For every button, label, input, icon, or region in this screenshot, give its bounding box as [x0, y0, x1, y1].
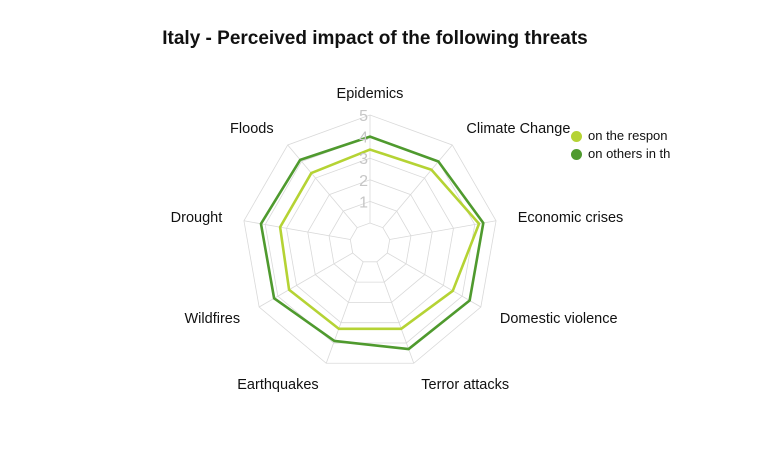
axis-label: Wildfires — [185, 311, 241, 327]
radar-grid — [243, 114, 497, 364]
legend-item: on the respon — [571, 127, 679, 145]
radar-ring — [286, 157, 454, 324]
axis-label: Earthquakes — [237, 377, 318, 393]
legend-item: on others in th — [571, 145, 679, 163]
radar-ring — [243, 114, 497, 364]
radial-tick-labels: 1 2 3 4 5 — [359, 108, 368, 211]
legend: on the respon on others in th — [571, 127, 679, 163]
radial-tick-label: 2 — [359, 173, 368, 190]
radial-tick-label: 1 — [359, 194, 368, 211]
axis-labels: Epidemics Climate Change Economic crises Do… — [171, 86, 624, 393]
radar-ring — [328, 200, 412, 283]
chart-title: Italy - Perceived impact of the followin… — [162, 28, 588, 49]
radial-tick-label: 5 — [359, 108, 368, 125]
radar-ring — [349, 222, 391, 263]
legend-swatch — [571, 130, 582, 142]
legend-label: on others in th — [588, 146, 671, 161]
legend-label: on the respon — [588, 128, 668, 143]
axis-label: Epidemics — [337, 86, 404, 102]
radial-tick-label: 4 — [359, 130, 368, 147]
radar-ring — [307, 179, 433, 303]
axis-label: Climate Change — [466, 121, 570, 137]
radial-tick-label: 3 — [359, 151, 368, 168]
radar-spoke — [387, 252, 482, 308]
series-line — [259, 135, 485, 351]
axis-label: Floods — [230, 121, 274, 137]
axis-label: Terror attacks — [421, 377, 509, 393]
radar-spoke — [287, 144, 358, 228]
axis-label: Economic crises — [518, 210, 624, 226]
axis-label: Drought — [171, 210, 223, 226]
radar-spoke — [325, 261, 364, 364]
series-line — [278, 148, 481, 331]
radar-spoke — [382, 144, 453, 228]
radar-spoke — [376, 261, 415, 364]
series-layer — [259, 135, 485, 351]
axis-label: Domestic violence — [500, 311, 618, 327]
radar-ring — [264, 136, 476, 344]
legend-swatch — [571, 148, 582, 160]
